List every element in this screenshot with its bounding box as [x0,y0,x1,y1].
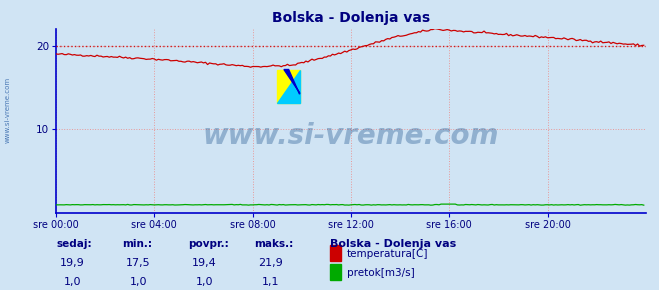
Text: 1,1: 1,1 [262,277,279,287]
Text: www.si-vreme.com: www.si-vreme.com [203,122,499,150]
Text: pretok[m3/s]: pretok[m3/s] [347,268,415,278]
Text: temperatura[C]: temperatura[C] [347,249,428,259]
Text: Bolska - Dolenja vas: Bolska - Dolenja vas [330,239,456,249]
Text: 1,0: 1,0 [130,277,147,287]
Text: povpr.:: povpr.: [188,239,229,249]
Text: www.si-vreme.com: www.si-vreme.com [5,77,11,143]
Bar [277,70,300,103]
Text: 1,0: 1,0 [196,277,213,287]
Title: Bolska - Dolenja vas: Bolska - Dolenja vas [272,11,430,25]
Text: min.:: min.: [122,239,152,249]
Text: sedaj:: sedaj: [56,239,92,249]
Text: 19,4: 19,4 [192,258,217,268]
Text: 1,0: 1,0 [64,277,81,287]
Text: 19,9: 19,9 [60,258,85,268]
Text: maks.:: maks.: [254,239,293,249]
Polygon shape [284,70,300,94]
Text: 21,9: 21,9 [258,258,283,268]
Polygon shape [277,70,300,103]
Text: 17,5: 17,5 [126,258,151,268]
